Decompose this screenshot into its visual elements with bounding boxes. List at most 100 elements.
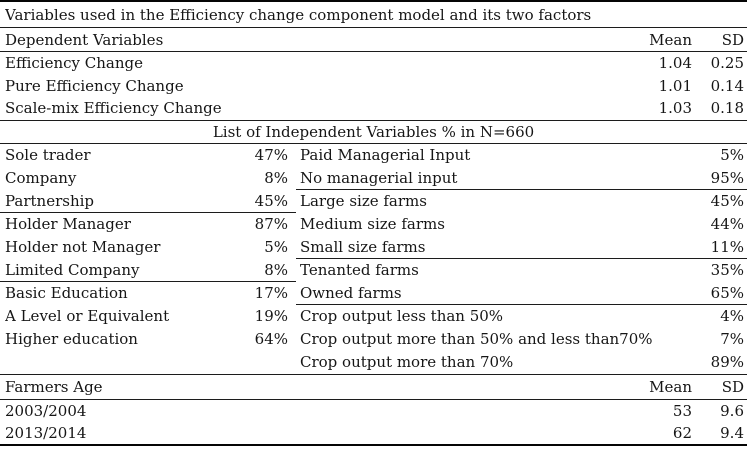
row-label: Crop output more than 50% and less than7…: [300, 330, 653, 349]
row-value: 45%: [710, 192, 744, 211]
table-row: Large size farms 45%: [296, 190, 747, 213]
rule-above-section-title: [0, 119, 747, 121]
table-row: Pure Efficiency Change 1.01 0.14: [0, 75, 747, 98]
table-caption: Variables used in the Efficiency change …: [5, 5, 592, 24]
bottom-rule: [0, 443, 747, 446]
independent-variables-columns: Sole trader 47% Company 8% Partnership 4…: [0, 144, 747, 374]
row-label: Tenanted farms: [300, 261, 419, 280]
row-value: 11%: [710, 237, 744, 256]
age-header-row: Farmers Age Mean SD: [0, 375, 747, 399]
rule-below-dependent-header: [0, 51, 747, 52]
row-sd: 0.25: [710, 54, 744, 73]
table-row: Efficiency Change 1.04 0.25: [0, 52, 747, 75]
row-label: Limited Company: [5, 260, 140, 279]
table-row: Holder not Manager 5%: [0, 236, 296, 259]
row-label: 2003/2004: [5, 401, 87, 420]
row-label: Sole trader: [5, 146, 91, 165]
row-mean: 1.03: [658, 99, 692, 118]
row-value: 95%: [710, 168, 744, 187]
row-value: 35%: [710, 261, 744, 280]
mean-column-header: Mean: [649, 30, 692, 49]
sd-column-header: SD: [721, 30, 744, 49]
independent-section-title: List of Independent Variables % in N=660: [212, 122, 535, 141]
table-row: Crop output more than 50% and less than7…: [296, 328, 747, 351]
row-mean: 1.04: [658, 54, 692, 73]
top-rule: [0, 0, 747, 2]
row-label: No managerial input: [300, 168, 458, 187]
table-row: Basic Education 17%: [0, 282, 296, 305]
table-row: Small size farms 11%: [296, 236, 747, 259]
row-mean: 53: [672, 401, 692, 420]
row-label: Crop output less than 50%: [300, 307, 504, 326]
section-title-row: List of Independent Variables % in N=660: [0, 121, 747, 143]
table-row-empty: [0, 351, 296, 374]
row-value: 17%: [254, 284, 288, 303]
table-row: 2003/2004 53 9.6: [0, 400, 747, 422]
table-row: Crop output less than 50% 4%: [296, 305, 747, 328]
table-row: Holder Manager 87%: [0, 213, 296, 236]
table-caption-row: Variables used in the Efficiency change …: [0, 2, 747, 27]
row-value: 65%: [710, 283, 744, 302]
row-mean: 1.01: [658, 76, 692, 95]
table-row: No managerial input 95%: [296, 167, 747, 190]
mean-column-header: Mean: [649, 377, 692, 396]
table-row: Medium size farms 44%: [296, 213, 747, 236]
table-row: Owned farms 65%: [296, 282, 747, 305]
row-label: Large size farms: [300, 192, 427, 211]
row-sd: 9.4: [720, 423, 744, 442]
row-value: 19%: [254, 307, 288, 326]
sd-column-header: SD: [721, 377, 744, 396]
row-value: 4%: [720, 307, 744, 326]
row-label: Pure Efficiency Change: [5, 76, 184, 95]
table-row: Higher education 64%: [0, 328, 296, 351]
dependent-header-label: Dependent Variables: [5, 30, 164, 49]
row-label: Owned farms: [300, 283, 402, 302]
age-header-label: Farmers Age: [5, 377, 103, 396]
row-value: 64%: [254, 330, 288, 349]
row-sd: 0.14: [710, 76, 744, 95]
row-sd: 9.6: [720, 401, 744, 420]
table-row: A Level or Equivalent 19%: [0, 305, 296, 328]
row-label: Paid Managerial Input: [300, 146, 471, 165]
rule-below-section-title: [0, 142, 747, 144]
row-label: 2013/2014: [5, 423, 87, 442]
row-value: 5%: [720, 146, 744, 165]
table-row: Partnership 45%: [0, 190, 296, 213]
row-value: 7%: [720, 330, 744, 349]
row-label: Medium size farms: [300, 215, 445, 234]
row-value: 87%: [254, 215, 288, 234]
row-value: 8%: [264, 260, 288, 279]
row-label: Crop output more than 70%: [300, 353, 514, 372]
row-label: Small size farms: [300, 237, 426, 256]
row-value: 89%: [710, 353, 744, 372]
row-mean: 62: [672, 423, 692, 442]
row-sd: 0.18: [710, 99, 744, 118]
row-value: 5%: [264, 238, 288, 257]
table-row: Scale-mix Efficiency Change 1.03 0.18: [0, 97, 747, 120]
row-label: A Level or Equivalent: [5, 307, 170, 326]
dependent-header-row: Dependent Variables Mean SD: [0, 28, 747, 51]
independent-right-column: Paid Managerial Input 5% No managerial i…: [296, 144, 747, 374]
row-label: Company: [5, 169, 77, 188]
row-value: 45%: [254, 191, 288, 210]
row-value: 8%: [264, 169, 288, 188]
row-label: Holder Manager: [5, 215, 131, 234]
rule-below-caption: [0, 27, 747, 28]
table-row: Limited Company 8%: [0, 259, 296, 282]
independent-left-column: Sole trader 47% Company 8% Partnership 4…: [0, 144, 296, 374]
table-row: Tenanted farms 35%: [296, 259, 747, 282]
row-label: Scale-mix Efficiency Change: [5, 99, 222, 118]
row-label: Higher education: [5, 330, 138, 349]
row-value: 44%: [710, 215, 744, 234]
table-row: Crop output more than 70% 89%: [296, 351, 747, 374]
row-label: Partnership: [5, 191, 95, 210]
row-label: Efficiency Change: [5, 54, 144, 73]
table-row: Sole trader 47%: [0, 144, 296, 167]
rule-below-age-header: [0, 398, 747, 400]
rule-above-age-header: [0, 373, 747, 375]
table-row: 2013/2014 62 9.4: [0, 422, 747, 444]
row-value: 47%: [254, 146, 288, 165]
row-label: Basic Education: [5, 284, 128, 303]
table-row: Paid Managerial Input 5%: [296, 144, 747, 167]
